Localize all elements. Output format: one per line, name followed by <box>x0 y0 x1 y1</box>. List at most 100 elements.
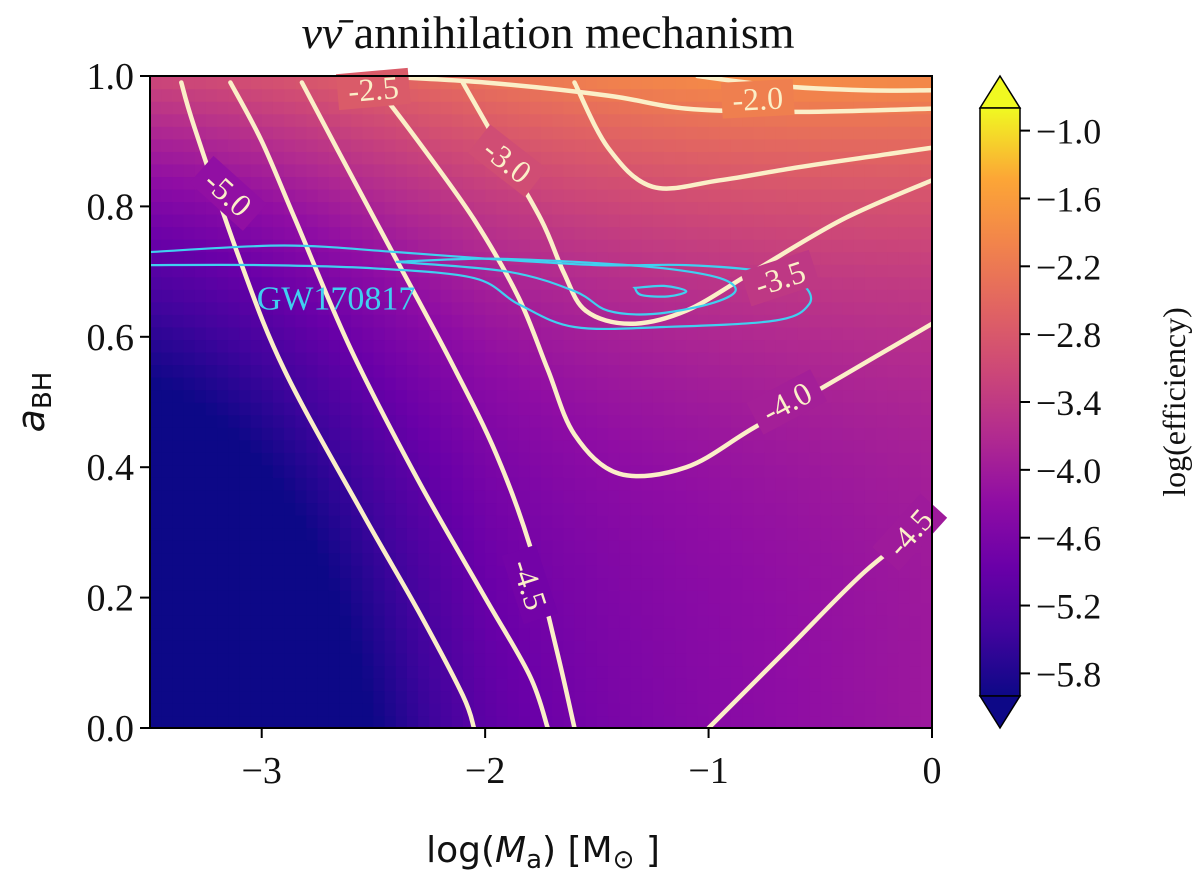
heatmap-cell <box>194 314 207 328</box>
heatmap-cell <box>339 151 352 165</box>
heatmap-cell <box>764 239 777 253</box>
heatmap-cell <box>786 126 799 140</box>
heatmap-cell <box>440 301 453 315</box>
heatmap-cell <box>764 652 777 667</box>
heatmap-cell <box>395 539 408 554</box>
heatmap-cell <box>317 76 330 90</box>
heatmap-cell <box>261 590 274 604</box>
heatmap-cell <box>686 640 699 654</box>
heatmap-cell <box>831 452 844 466</box>
heatmap-cell <box>250 264 263 278</box>
heatmap-cell <box>775 640 788 654</box>
heatmap-cell <box>261 88 274 102</box>
heatmap-cell <box>596 602 609 616</box>
heatmap-cell <box>898 276 911 290</box>
heatmap-cell <box>440 539 453 554</box>
heatmap-cell <box>339 577 352 591</box>
heatmap-cell <box>898 677 911 692</box>
heatmap-cell <box>596 615 609 629</box>
heatmap-cell <box>150 640 162 654</box>
heatmap-cell <box>842 201 855 215</box>
heatmap-cell <box>239 427 252 441</box>
heatmap-cell <box>809 339 821 353</box>
heatmap-cell <box>205 539 218 554</box>
heatmap-cell <box>697 264 710 278</box>
heatmap-cell <box>574 101 587 115</box>
heatmap-cell <box>172 151 185 165</box>
heatmap-cell <box>719 590 732 604</box>
heatmap-cell <box>451 376 464 391</box>
heatmap-cell <box>630 565 643 579</box>
heatmap-cell <box>686 715 699 728</box>
heatmap-cell <box>585 76 598 90</box>
heatmap-cell <box>552 201 565 215</box>
contour-line <box>228 80 550 728</box>
heatmap-cell <box>730 640 743 654</box>
heatmap-cell <box>485 88 498 102</box>
heatmap-cell <box>317 376 330 391</box>
heatmap-cell <box>797 640 810 654</box>
heatmap-cell <box>898 464 911 478</box>
heatmap-cell <box>831 301 844 315</box>
heatmap-cell <box>630 640 643 654</box>
heatmap-cell <box>351 188 363 203</box>
heatmap-cell <box>608 101 620 115</box>
heatmap-cell <box>239 176 252 190</box>
heatmap-cell <box>172 289 185 303</box>
heatmap-cell <box>663 88 676 102</box>
heatmap-cell <box>485 427 498 441</box>
heatmap-cell <box>842 351 855 366</box>
heatmap-cell <box>384 652 397 667</box>
heatmap-cell <box>418 126 430 140</box>
heatmap-cell <box>920 151 932 165</box>
heatmap-cell <box>797 615 810 629</box>
heatmap-cell <box>764 552 777 566</box>
heatmap-cell <box>384 201 397 215</box>
heatmap-cell <box>585 702 598 717</box>
heatmap-cell <box>764 452 777 466</box>
colorbar-tick-label: −4.6 <box>1036 519 1101 559</box>
heatmap-cell <box>920 565 932 579</box>
heatmap-cell <box>351 439 363 453</box>
heatmap-cell <box>608 339 620 353</box>
heatmap-cell <box>596 439 609 453</box>
heatmap-cell <box>708 314 721 328</box>
heatmap-cell <box>797 138 810 152</box>
heatmap-cell <box>887 213 900 228</box>
heatmap-cell <box>272 276 285 290</box>
heatmap-cell <box>418 364 430 378</box>
heatmap-cell <box>853 402 866 416</box>
heatmap-cell <box>864 577 877 591</box>
heatmap-cell <box>831 427 844 441</box>
heatmap-cell <box>675 289 687 303</box>
heatmap-cell <box>574 677 587 692</box>
heatmap-cell <box>552 113 565 127</box>
heatmap-cell <box>876 402 889 416</box>
heatmap-cell <box>306 640 319 654</box>
heatmap-cell <box>708 389 721 403</box>
heatmap-cell <box>250 226 263 240</box>
heatmap-cell <box>205 101 218 115</box>
heatmap-cell <box>485 652 498 667</box>
heatmap-cell <box>909 239 922 253</box>
heatmap-cell <box>351 301 363 315</box>
heatmap-cell <box>920 539 932 554</box>
heatmap-cell <box>753 301 766 315</box>
heatmap-cell <box>451 264 464 278</box>
heatmap-cell <box>339 615 352 629</box>
heatmap-cell <box>541 615 553 629</box>
heatmap-cell <box>809 176 821 190</box>
heatmap-cell <box>663 477 676 491</box>
heatmap-cell <box>619 640 632 654</box>
heatmap-cell <box>541 376 553 391</box>
heatmap-cell <box>518 677 531 692</box>
heatmap-cell <box>451 414 464 428</box>
heatmap-cell <box>473 452 486 466</box>
heatmap-cell <box>574 126 587 140</box>
heatmap-cell <box>675 690 687 704</box>
heatmap-cell <box>708 414 721 428</box>
heatmap-cell <box>295 652 308 667</box>
heatmap-cell <box>429 264 442 278</box>
heatmap-cell <box>675 326 687 341</box>
heatmap-cell <box>730 326 743 341</box>
